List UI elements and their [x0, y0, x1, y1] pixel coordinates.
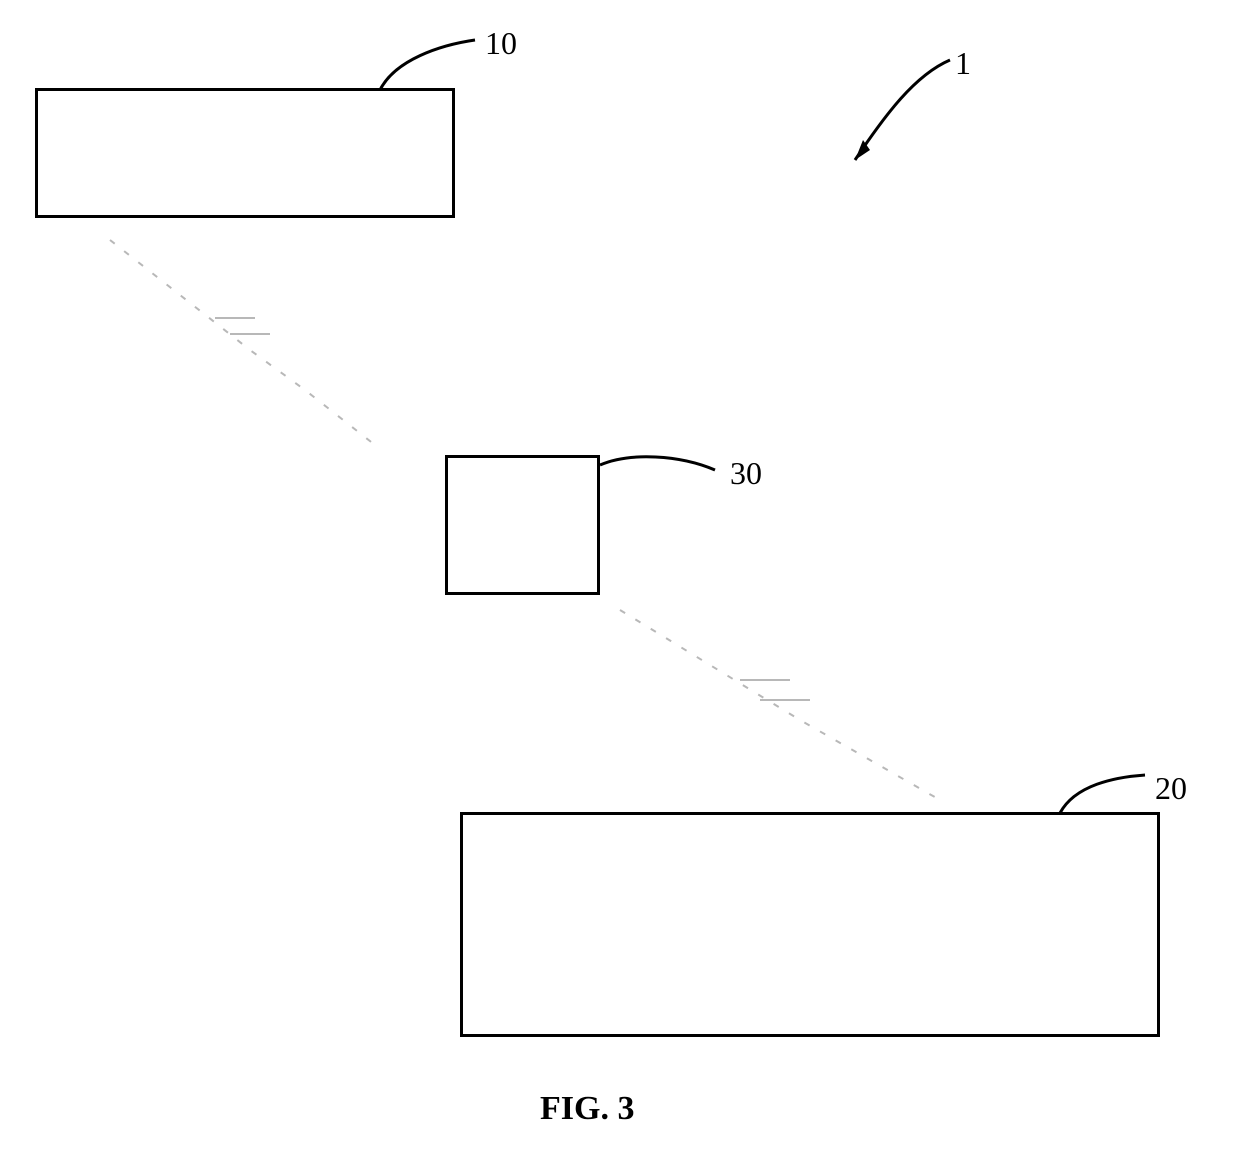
reference-label-10: 10 [485, 25, 517, 62]
figure-caption: FIG. 3 [540, 1090, 634, 1128]
block-30 [445, 455, 600, 595]
reference-label-30: 30 [730, 455, 762, 492]
reference-label-1: 1 [955, 45, 971, 82]
block-20 [460, 812, 1160, 1037]
leader-30 [600, 455, 730, 495]
block-10 [35, 88, 455, 218]
reference-label-20: 20 [1155, 770, 1187, 807]
